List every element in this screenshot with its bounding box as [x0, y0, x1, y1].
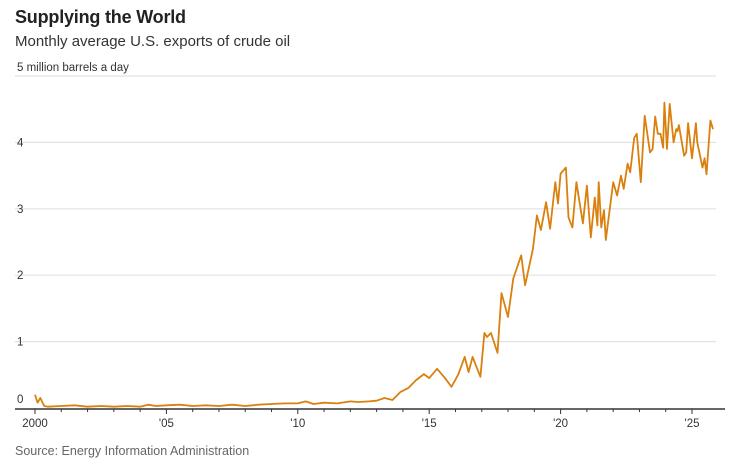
x-tick-label: '15: [422, 418, 437, 430]
y-tick-label: 0: [17, 394, 23, 406]
x-tick-label: '25: [685, 418, 700, 430]
y-tick-label: 5 million barrels a day: [17, 62, 129, 74]
x-tick-label: '20: [553, 418, 568, 430]
x-axis: 2000 '05 '10 '15 '20 '25: [15, 408, 725, 430]
chart-source: Source: Energy Information Administratio…: [15, 444, 250, 458]
y-tick-label: 2: [17, 270, 23, 282]
y-tick-label: 1: [17, 337, 23, 349]
x-tick-label: 2000: [22, 418, 48, 430]
gridlines: [15, 75, 716, 343]
series-line-crude-exports: [34, 101, 714, 408]
x-tick-label: '05: [159, 418, 174, 430]
chart-title: Supplying the World: [15, 7, 186, 27]
chart-subtitle: Monthly average U.S. exports of crude oi…: [15, 33, 291, 50]
y-tick-label: 4: [17, 137, 24, 149]
x-tick-label: '10: [290, 418, 305, 430]
y-axis-ticks: 0 1 2 3 4 5 million barrels a day: [17, 62, 129, 406]
y-tick-label: 3: [17, 204, 23, 216]
